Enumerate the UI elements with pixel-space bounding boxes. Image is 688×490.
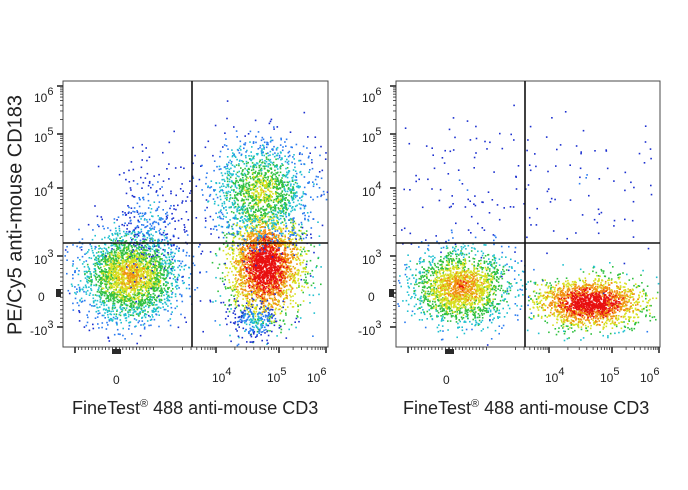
density-dots-right [397, 104, 660, 346]
x-axis-title-right: FineTest® 488 anti-mouse CD3 [403, 398, 650, 418]
y-tick-label: 103 [362, 248, 382, 267]
plot-left [56, 80, 329, 354]
y-tick-label: 0 [368, 290, 375, 304]
plot-right [389, 80, 661, 354]
density-dots-left [64, 100, 329, 347]
y-tick-label: -103 [358, 319, 382, 338]
x-tick-label: 106 [640, 366, 660, 385]
y-tick-label: 103 [34, 248, 54, 267]
x-tick-label: 104 [545, 366, 565, 385]
y-tick-label: 105 [34, 126, 54, 145]
axis-ticks-left [56, 85, 327, 354]
y-tick-label: 104 [362, 180, 382, 199]
y-tick-label: 106 [34, 86, 54, 105]
x-tick-label: 0 [443, 373, 450, 387]
y-tick-label: 106 [362, 86, 382, 105]
y-tick-label: 105 [362, 126, 382, 145]
x-tick-label: 106 [307, 366, 327, 385]
y-tick-label: 104 [34, 180, 54, 199]
axis-ticks-right [389, 85, 660, 354]
x-tick-label: 0 [113, 373, 120, 387]
y-tick-label: 0 [38, 290, 45, 304]
x-tick-label: 104 [212, 366, 232, 385]
x-axis-title-left: FineTest® 488 anti-mouse CD3 [72, 398, 319, 418]
x-tick-label: 105 [267, 366, 287, 385]
y-tick-label: -103 [30, 319, 54, 338]
x-tick-label: 105 [600, 366, 620, 385]
